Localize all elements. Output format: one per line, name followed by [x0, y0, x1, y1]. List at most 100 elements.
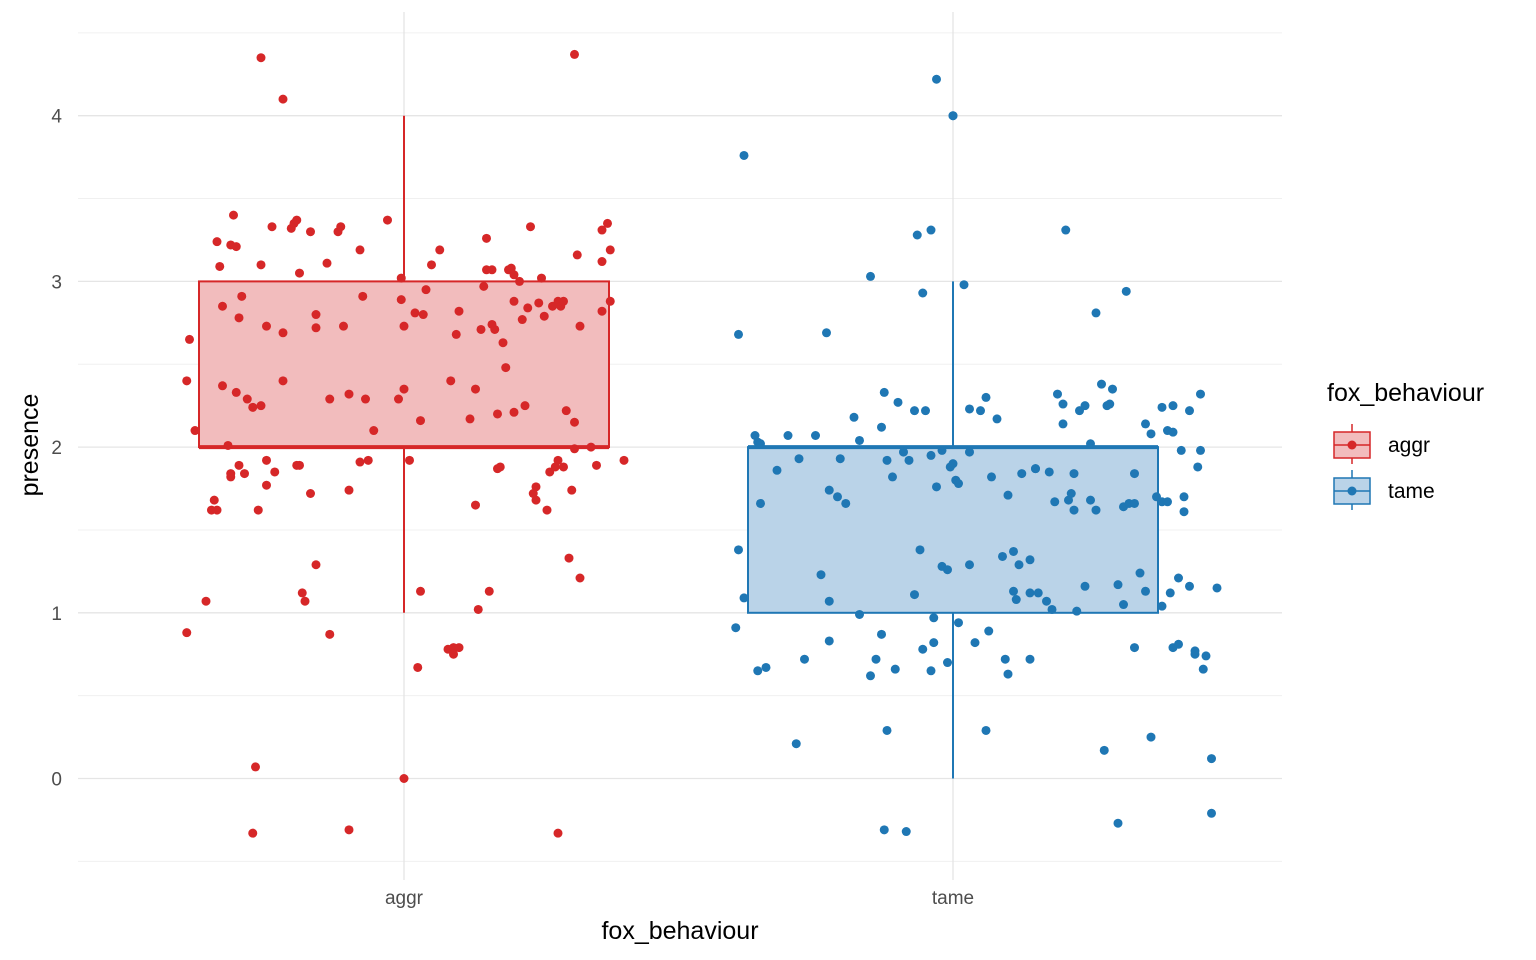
data-point	[739, 593, 749, 603]
data-point	[515, 276, 524, 286]
data-point	[904, 455, 914, 465]
data-point	[190, 426, 200, 436]
data-point	[306, 488, 315, 498]
data-point	[794, 454, 804, 464]
data-point	[597, 257, 607, 267]
data-point	[344, 389, 354, 399]
data-point	[1190, 646, 1200, 656]
data-point	[237, 291, 247, 301]
data-point	[300, 596, 310, 606]
data-point	[215, 261, 225, 271]
data-point	[1086, 495, 1095, 505]
data-point	[185, 334, 194, 344]
data-point	[772, 465, 782, 475]
boxplot-tame	[747, 111, 1159, 779]
data-point	[1174, 639, 1183, 649]
data-point	[1168, 401, 1178, 411]
data-point	[1185, 581, 1194, 591]
data-point	[783, 431, 793, 441]
data-point	[1047, 604, 1057, 614]
data-point	[358, 291, 368, 301]
data-point	[534, 298, 544, 308]
data-point	[882, 725, 892, 735]
data-point	[509, 407, 519, 417]
data-point	[879, 387, 889, 397]
legend-item-tame: tame	[1333, 470, 1435, 510]
data-point	[753, 666, 763, 676]
data-point	[877, 629, 886, 639]
x-tick-labels: aggr tame	[385, 888, 974, 909]
data-point	[1042, 596, 1051, 606]
data-point	[866, 271, 875, 281]
y-tick-label: 2	[51, 438, 62, 459]
data-point	[262, 455, 271, 465]
data-point	[1165, 588, 1175, 598]
data-point	[575, 321, 585, 331]
data-point	[509, 270, 519, 280]
points-aggr	[182, 49, 629, 838]
data-point	[871, 654, 881, 664]
data-point	[218, 381, 227, 391]
data-point	[948, 111, 958, 121]
data-point	[954, 618, 963, 628]
y-tick-label: 1	[51, 604, 62, 625]
data-point	[981, 392, 991, 402]
data-point	[1072, 606, 1082, 616]
data-point	[1025, 555, 1035, 565]
data-point	[756, 439, 765, 449]
data-point	[553, 828, 563, 838]
box-tame	[747, 446, 1159, 614]
data-point	[517, 315, 527, 325]
data-point	[262, 480, 271, 490]
legend-key-point	[1347, 440, 1357, 450]
data-point	[965, 447, 974, 457]
outlier-point	[399, 774, 409, 783]
data-point	[490, 324, 500, 334]
data-point	[182, 376, 192, 386]
data-point	[1058, 399, 1068, 409]
data-point	[1014, 560, 1024, 570]
data-point	[1113, 580, 1123, 590]
data-point	[498, 338, 508, 348]
data-point	[1080, 581, 1090, 591]
data-point	[479, 281, 489, 291]
data-point	[451, 329, 461, 339]
data-point	[311, 310, 321, 320]
data-point	[1146, 429, 1156, 439]
data-point	[1066, 488, 1076, 498]
data-point	[396, 295, 406, 305]
data-point	[998, 551, 1007, 561]
data-point	[201, 596, 211, 606]
data-point	[921, 406, 930, 416]
data-point	[311, 323, 321, 333]
data-point	[454, 643, 464, 653]
data-point	[484, 586, 494, 596]
data-point	[811, 431, 820, 441]
data-point	[1099, 745, 1109, 755]
data-point	[413, 662, 423, 672]
data-point	[882, 455, 892, 465]
data-point	[267, 222, 277, 232]
data-point	[1058, 419, 1068, 429]
data-point	[1176, 445, 1186, 455]
data-point	[1017, 469, 1027, 479]
data-point	[1009, 586, 1018, 596]
data-point	[1000, 654, 1010, 664]
data-point	[570, 444, 579, 454]
data-point	[531, 482, 541, 492]
data-point	[888, 472, 897, 482]
y-tick-labels: 0 1 2 3 4	[51, 107, 62, 791]
data-point	[1198, 664, 1208, 674]
data-point	[899, 447, 908, 457]
data-point	[1025, 654, 1035, 664]
data-point	[399, 321, 409, 331]
data-point	[520, 401, 530, 411]
data-point	[209, 495, 219, 505]
data-point	[292, 215, 302, 225]
data-point	[877, 422, 886, 432]
data-point	[984, 626, 994, 636]
jitter-points	[182, 49, 1222, 838]
data-point	[539, 311, 549, 321]
x-tick-label: aggr	[385, 888, 424, 909]
data-point	[1193, 462, 1203, 472]
